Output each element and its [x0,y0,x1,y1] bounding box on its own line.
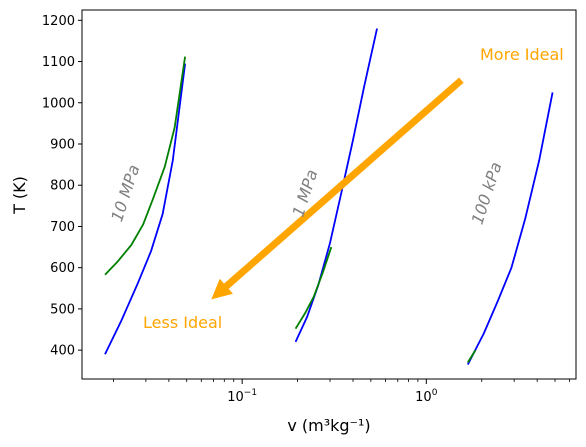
x-tick-label: 10−1 [227,388,257,405]
y-axis-label: T (K) [10,176,29,215]
arrow-layer [211,77,464,300]
y-axis-ticks: 400 500 600 700 800 900 1000 1100 1200 [42,14,82,359]
y-tick-label: 500 [50,302,75,317]
pressure-label-0: 10 MPa [107,162,143,224]
plot-lines [104,28,554,365]
y-tick-label: 1200 [42,14,75,29]
x-tick-label: 100 [415,388,438,405]
y-tick-label: 700 [50,220,75,235]
y-tick-label: 900 [50,137,75,152]
y-tick-label: 400 [50,344,75,359]
y-tick-label: 1000 [42,96,75,111]
arrow-shaft [222,77,464,291]
y-tick-label: 1100 [42,55,75,70]
arrow-head [211,278,233,300]
label-more-ideal: More Ideal [480,45,564,64]
series-line-ideal-4 [466,92,554,365]
pressure-label-2: 100 kPa [468,160,506,227]
series-line-real-3 [294,246,333,330]
y-tick-label: 800 [50,179,75,194]
plot-frame [81,9,577,380]
series-line-ideal-0 [104,63,186,355]
series-line-ideal-2 [294,28,378,343]
y-tick-label: 600 [50,261,75,276]
x-axis-ticks: 10−1 100 [113,379,570,405]
series-line-real-1 [104,56,186,276]
series-line-real-5 [467,349,477,363]
x-axis-label: v (m³kg⁻¹) [287,416,370,435]
label-less-ideal: Less Ideal [143,313,222,332]
